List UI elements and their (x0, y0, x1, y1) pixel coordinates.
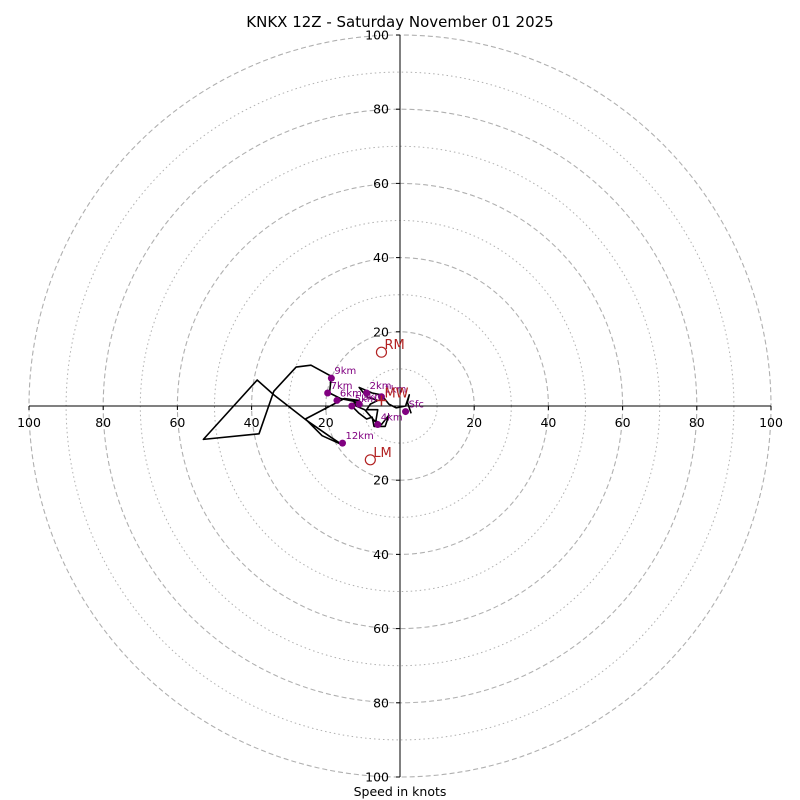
height-label-4km: 4km (381, 413, 403, 424)
x-tick-label: 100 (17, 415, 41, 430)
y-tick-label: 40 (373, 250, 389, 265)
y-tick-label: 80 (373, 102, 389, 117)
y-tick-label: 60 (373, 176, 389, 191)
motion-label-RM: RM (384, 338, 404, 353)
y-tick-label: 20 (373, 473, 389, 488)
x-tick-label: 20 (318, 415, 334, 430)
height-dot-7km (324, 389, 332, 397)
height-label-3km: 3km (362, 392, 384, 403)
y-tick-label: 40 (373, 547, 389, 562)
x-tick-label: 60 (615, 415, 631, 430)
height-dot-2km (363, 389, 371, 397)
height-dot-6km (333, 396, 341, 404)
x-axis-label: Speed in knots (354, 784, 447, 799)
height-dot-4km (374, 421, 382, 429)
x-tick-label: 80 (689, 415, 705, 430)
y-tick-label: 60 (373, 621, 389, 636)
height-label-9km: 9km (334, 366, 356, 377)
wind-trace (202, 364, 412, 446)
motion-marker-RM (375, 346, 388, 358)
height-dot-9km (327, 374, 335, 382)
height-dot-5km (348, 402, 356, 410)
height-label-12km: 12km (345, 431, 373, 442)
motion-marker-LM (364, 454, 376, 466)
height-label-5km: 5km (355, 394, 377, 405)
x-tick-label: 80 (95, 415, 111, 430)
x-tick-label: 100 (759, 415, 783, 430)
height-label-6km: 6km (340, 388, 362, 399)
motion-label-LM: LM (373, 446, 391, 461)
x-tick-label: 40 (540, 415, 556, 430)
height-label-2km: 2km (370, 381, 392, 392)
x-tick-label: 20 (466, 415, 482, 430)
height-dot-12km (338, 439, 346, 447)
axes (29, 35, 771, 777)
y-tick-label: 80 (373, 695, 389, 710)
chart-title: KNKX 12Z - Saturday November 01 2025 (246, 13, 553, 31)
y-tick-label: 100 (365, 770, 389, 785)
x-tick-label: 40 (244, 415, 260, 430)
storm-motion-markers: RM LM MW (364, 338, 409, 466)
height-label-7km: 7km (331, 381, 353, 392)
tick-labels: 100 80 60 40 20 20 40 60 80 100 100 80 60 40 20 20 40 60 8… (17, 28, 783, 785)
motion-label-MW: MW (384, 386, 408, 401)
x-tick-label: 60 (169, 415, 185, 430)
height-label-Sfc: Sfc (409, 400, 424, 411)
y-tick-label: 20 (373, 324, 389, 339)
height-dot-Sfc (402, 408, 410, 416)
height-dot-3km (355, 400, 363, 408)
y-tick-label: 100 (365, 28, 389, 43)
height-label-1km: 1km (384, 385, 406, 396)
hodograph-line (202, 364, 412, 446)
